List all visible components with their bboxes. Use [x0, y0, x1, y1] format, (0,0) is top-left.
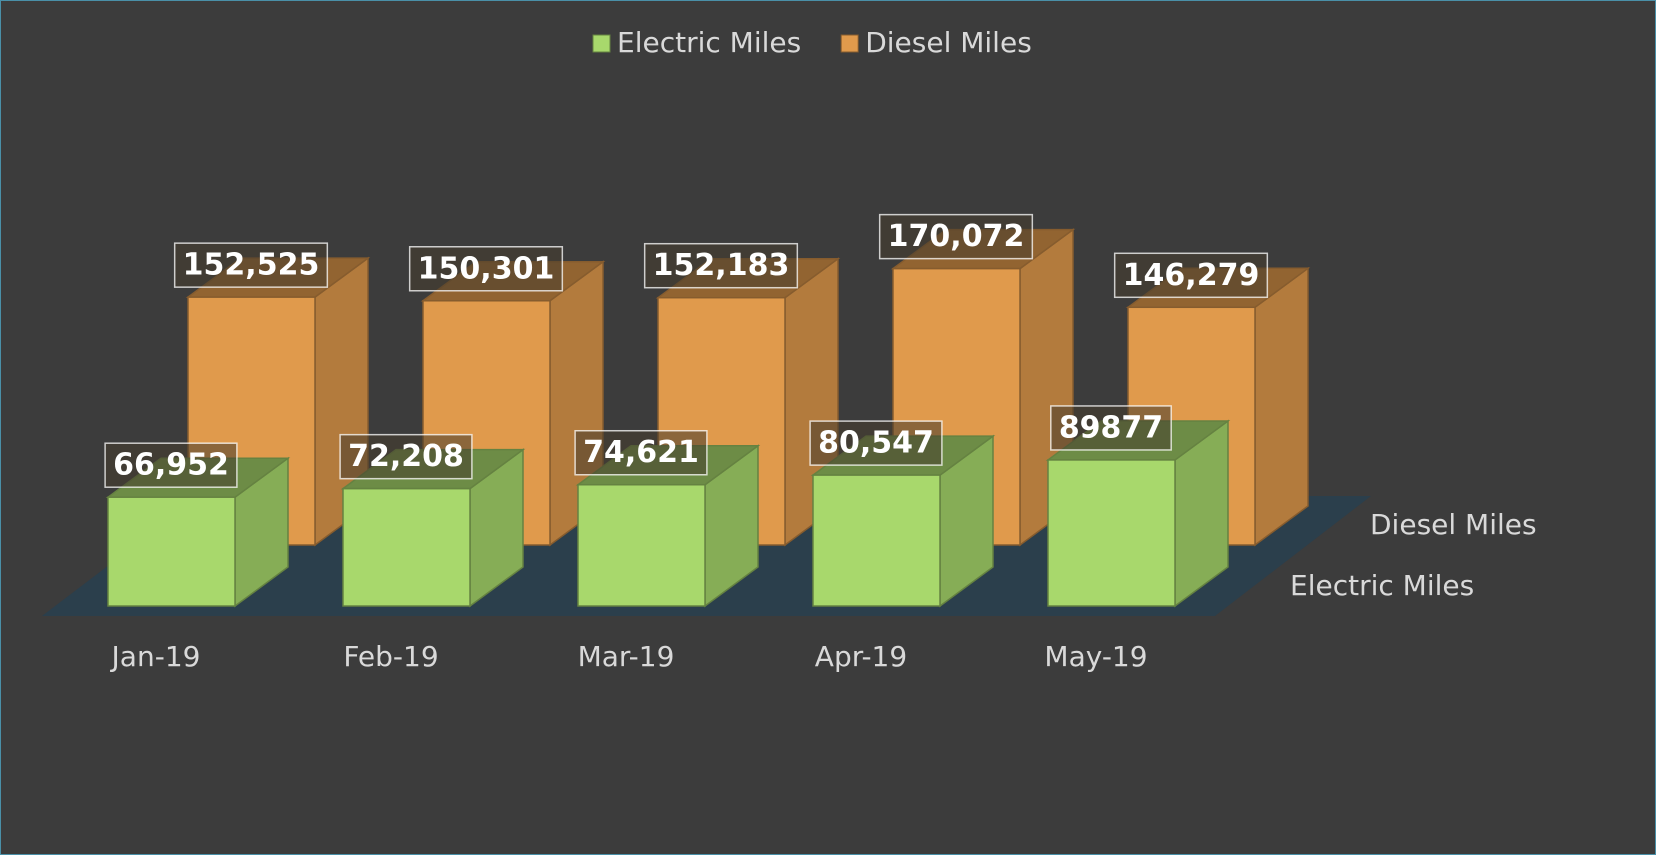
legend-label: Electric Miles: [617, 26, 801, 59]
data-label: 80,547: [818, 426, 934, 461]
legend-label: Diesel Miles: [865, 26, 1032, 59]
bar: [812, 474, 941, 607]
bar: [577, 483, 706, 607]
data-label: 150,301: [418, 251, 555, 286]
depth-axis-label: Electric Miles: [1290, 569, 1474, 602]
bar-side: [1254, 266, 1309, 547]
depth-axis-label: Diesel Miles: [1370, 508, 1537, 541]
x-tick-label: Mar-19: [578, 640, 675, 673]
data-label: 89877: [1059, 410, 1163, 445]
bar: [1047, 459, 1176, 607]
data-label-box: [574, 429, 708, 476]
legend-swatch: [592, 34, 611, 53]
data-label-box: [878, 213, 1034, 260]
data-label-box: [104, 442, 238, 488]
legend-swatch: [840, 34, 859, 53]
bar: [342, 487, 471, 607]
data-label: 152,183: [653, 248, 790, 283]
x-tick-label: May-19: [1044, 640, 1147, 673]
x-tick-label: Jan-19: [110, 640, 201, 673]
data-label: 74,621: [583, 435, 699, 470]
bars: 152,525 150,301 152,183 170,072 146,279 66,95…: [104, 213, 1311, 608]
x-tick-label: Apr-19: [815, 640, 907, 673]
data-label: 170,072: [888, 219, 1025, 254]
data-label: 152,525: [183, 248, 320, 283]
data-label: 146,279: [1123, 258, 1260, 293]
data-label-box: [173, 242, 329, 288]
legend: Electric Miles Diesel Miles: [592, 26, 1032, 59]
data-label: 72,208: [348, 439, 464, 474]
data-label-box: [1113, 252, 1269, 299]
bar: [107, 496, 236, 607]
data-label-box: [643, 242, 799, 289]
data-label: 66,952: [113, 448, 229, 483]
data-label-box: [809, 420, 943, 466]
data-label-box: [1050, 405, 1172, 451]
x-tick-label: Feb-19: [343, 640, 438, 673]
data-label-box: [408, 246, 564, 292]
data-label-box: [339, 433, 473, 480]
